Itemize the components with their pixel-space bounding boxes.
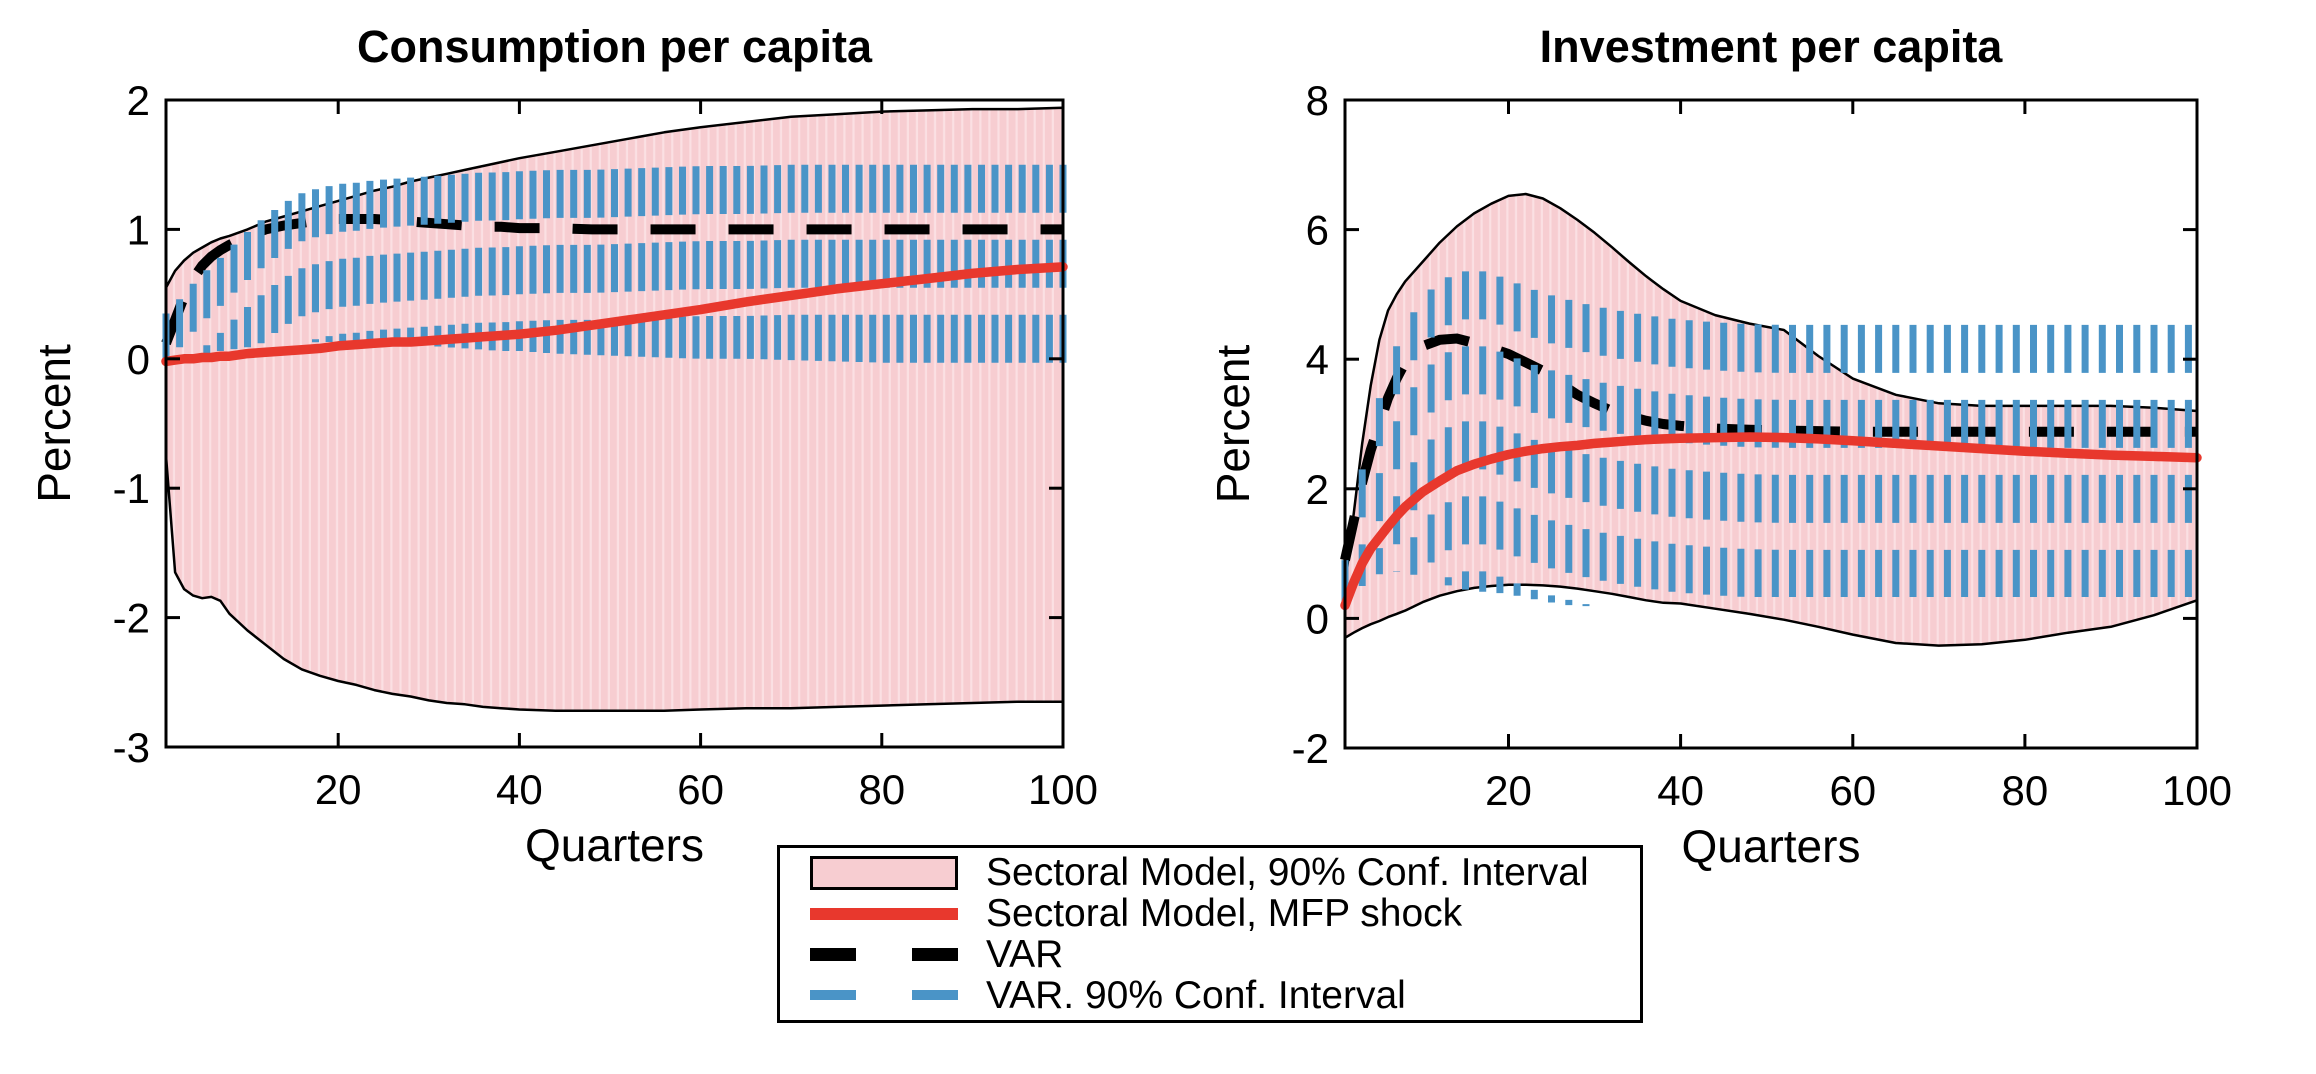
var-confidence-columns [1341, 271, 2192, 609]
y-tick-label: -2 [1292, 725, 1329, 772]
x-tick-label: 40 [1657, 767, 1704, 814]
blue-dash-swatch-icon [810, 990, 958, 1001]
y-tick-label: 1 [127, 206, 150, 253]
panel-title: Investment per capita [1540, 21, 2004, 72]
y-tick-label: -3 [113, 724, 150, 771]
x-tick-label: 20 [1485, 767, 1532, 814]
axis-ticks-and-labels: 20 40 60 80 100 2 1 0 -1 -2 -3 [113, 77, 1098, 813]
x-tick-label: 100 [2162, 767, 2232, 814]
mfp-shock-line [161, 262, 1068, 367]
x-tick-label: 40 [496, 766, 543, 813]
y-tick-label: -1 [113, 465, 150, 512]
x-tick-label: 20 [315, 766, 362, 813]
axes-frame [164, 98, 1065, 749]
x-tick-label: 60 [677, 766, 724, 813]
y-tick-label: 4 [1306, 336, 1329, 383]
legend-item-band: Sectoral Model, 90% Conf. Interval [810, 853, 1630, 893]
y-tick-label: 2 [127, 77, 150, 124]
axes-frame [1343, 98, 2199, 750]
y-tick-label: 2 [1306, 466, 1329, 513]
y-axis-label: Percent [28, 344, 80, 503]
legend-label-mfp: Sectoral Model, MFP shock [986, 892, 1463, 936]
x-tick-label: 60 [1829, 767, 1876, 814]
x-tick-label: 100 [1028, 766, 1098, 813]
x-axis-label: Quarters [1682, 820, 1861, 872]
red-line-swatch-icon [810, 907, 958, 920]
y-tick-label: -2 [113, 595, 150, 642]
legend-item-var: VAR [810, 934, 1630, 974]
legend-item-varci: VAR. 90% Conf. Interval [810, 975, 1630, 1015]
legend: Sectoral Model, 90% Conf. Interval Secto… [777, 845, 1643, 1023]
y-tick-label: 6 [1306, 207, 1329, 254]
investment-panel: 20 40 60 80 10086420-2QuartersPercentInvestm… [1207, 21, 2232, 872]
x-tick-label: 80 [858, 766, 905, 813]
panel-title: Consumption per capita [357, 21, 873, 72]
consumption-panel: 20 40 60 80 100 2 1 0 -1 -2 -3 Quarters Percent Consu… [28, 21, 1098, 871]
y-tick-label: 8 [1306, 77, 1329, 124]
black-dash-swatch-icon [810, 947, 958, 961]
x-tick-label: 80 [2002, 767, 2049, 814]
x-axis-label: Quarters [525, 819, 704, 871]
y-tick-label: 0 [127, 336, 150, 383]
legend-label-varci: VAR. 90% Conf. Interval [986, 973, 1406, 1017]
legend-label-band: Sectoral Model, 90% Conf. Interval [986, 851, 1589, 895]
var-line [161, 214, 1063, 346]
y-axis-label: Percent [1207, 345, 1259, 504]
y-tick-label: 0 [1306, 595, 1329, 642]
mfp-shock-line [1340, 432, 2202, 611]
legend-label-var: VAR [986, 932, 1064, 976]
band-swatch-icon [810, 855, 958, 890]
legend-item-mfp: Sectoral Model, MFP shock [810, 894, 1630, 934]
